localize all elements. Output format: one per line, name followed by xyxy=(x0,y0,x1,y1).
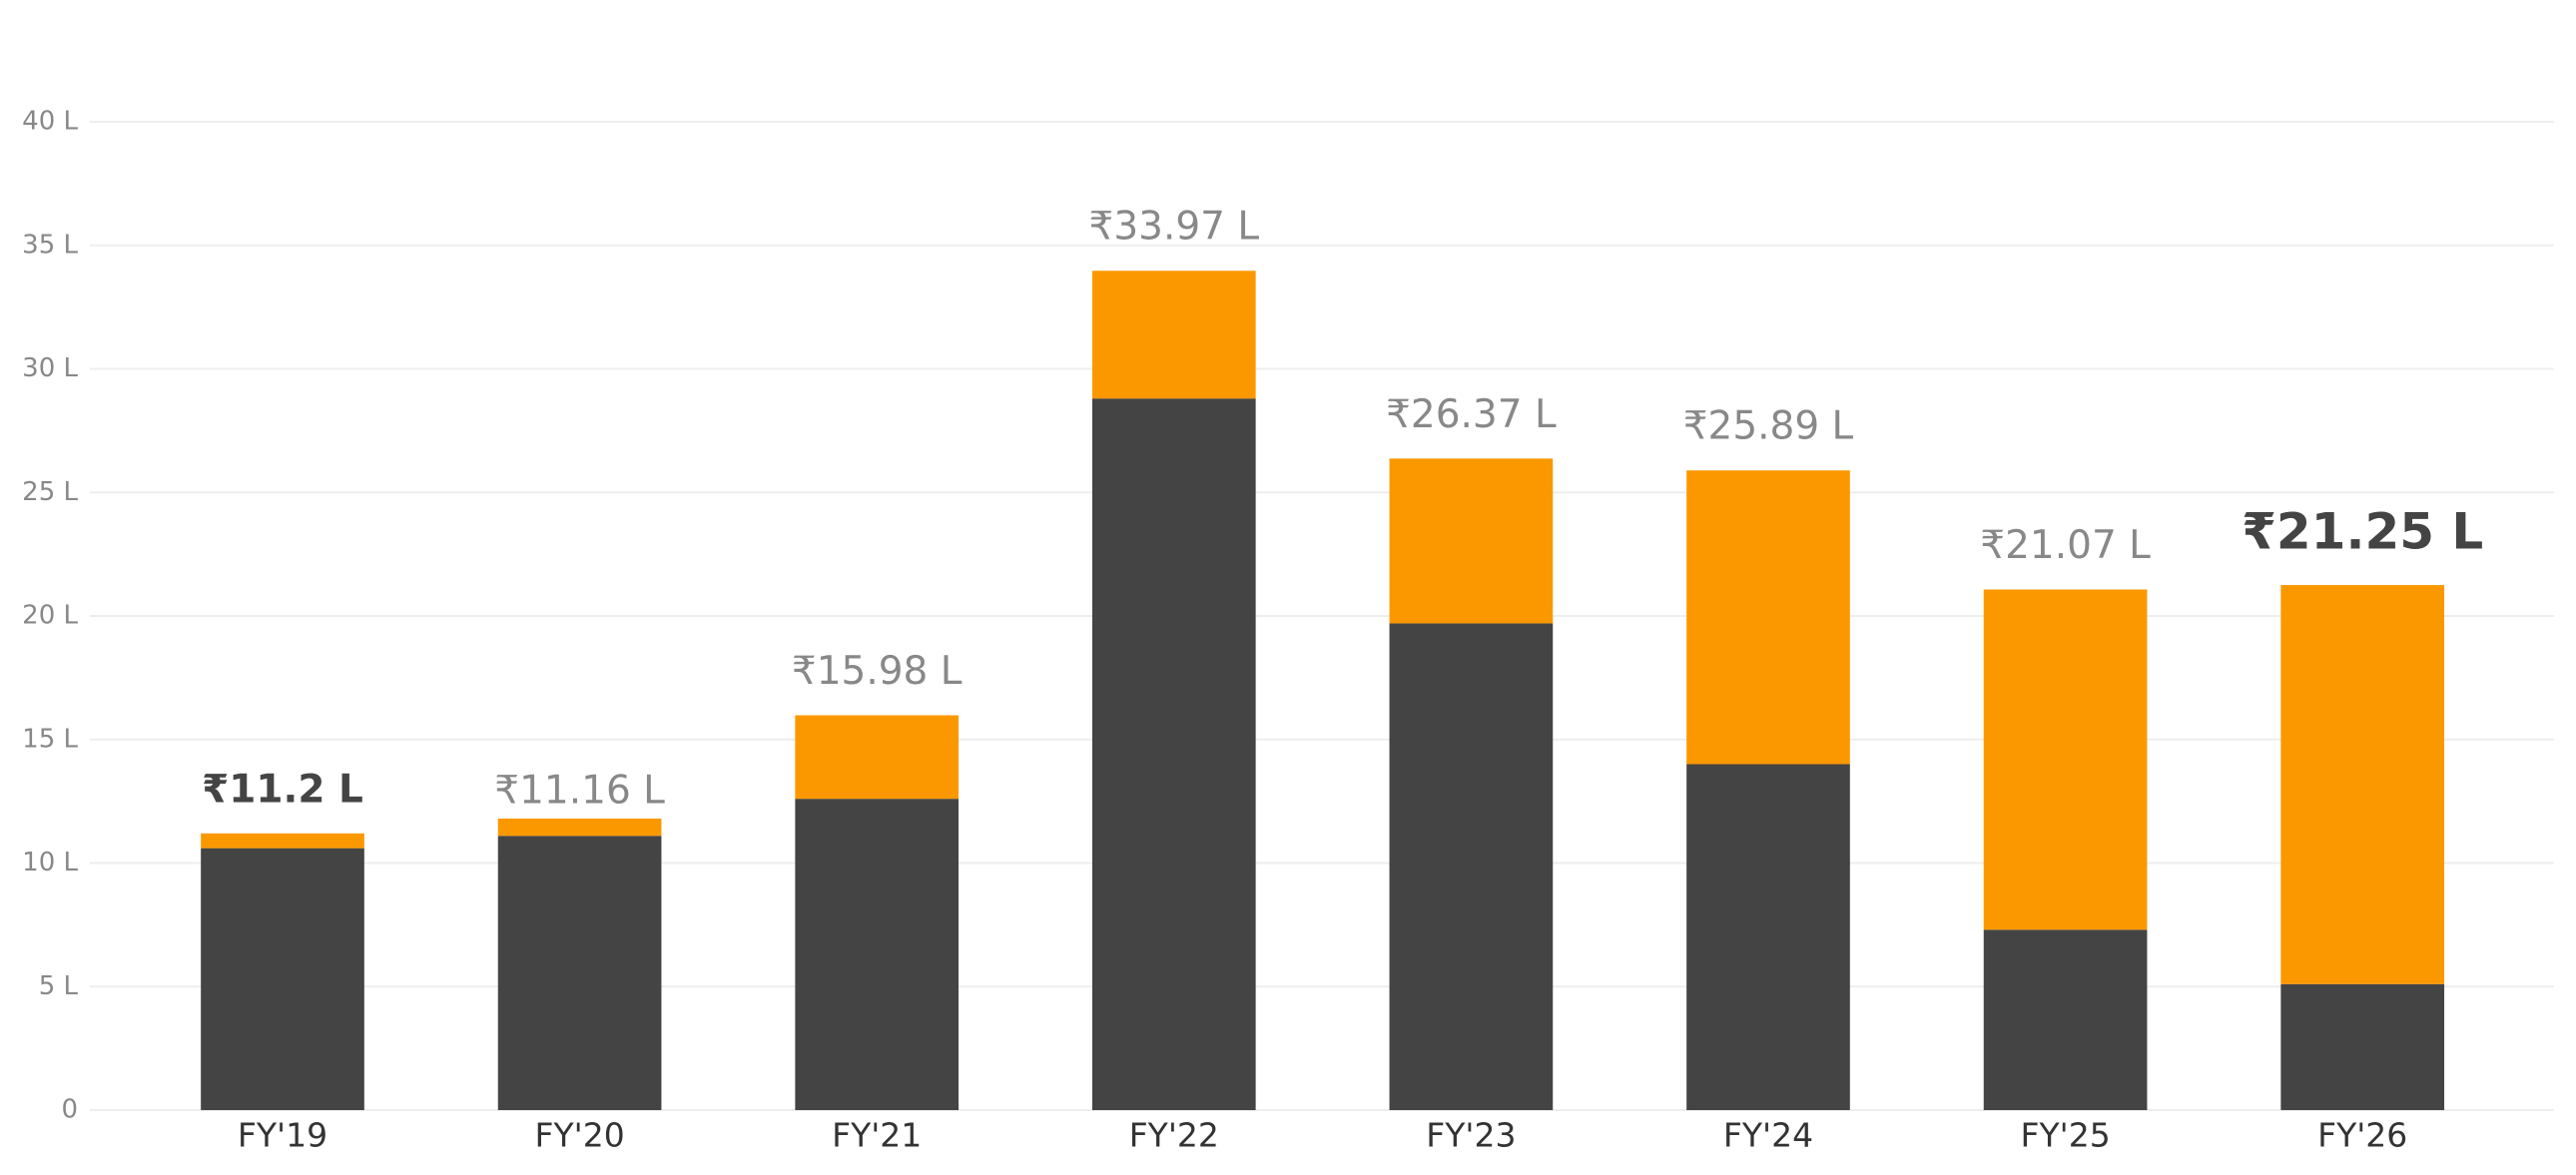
x-tick-label: FY'24 xyxy=(1723,1116,1813,1155)
bar-segment xyxy=(795,715,960,800)
y-tick-label: 15 L xyxy=(22,724,78,754)
x-tick-label: FY'26 xyxy=(2317,1116,2407,1155)
bar-segment xyxy=(1983,589,2148,930)
bar-segment xyxy=(1091,271,1256,399)
x-tick-label: FY'23 xyxy=(1426,1116,1516,1155)
bar-segment xyxy=(201,848,364,1110)
y-tick-label: 40 L xyxy=(22,107,78,137)
bar-segment xyxy=(497,818,662,837)
y-tick-label: 20 L xyxy=(22,601,78,631)
bar-segment xyxy=(1389,458,1554,624)
total-label: ₹25.89 L xyxy=(1683,404,1854,449)
bar-segment xyxy=(2280,585,2445,984)
y-tick-label: 25 L xyxy=(22,477,78,507)
bar-segment xyxy=(497,836,662,1110)
total-label: ₹11.16 L xyxy=(494,768,665,813)
bar-segment xyxy=(201,833,364,849)
bar-segment xyxy=(1686,470,1850,765)
y-tick-label: 30 L xyxy=(22,353,78,383)
total-label: ₹15.98 L xyxy=(792,649,963,694)
total-label: ₹21.25 L xyxy=(2242,503,2483,561)
total-label: ₹26.37 L xyxy=(1386,392,1557,437)
y-tick-label: 0 xyxy=(61,1095,78,1125)
bar-segment xyxy=(1686,764,1850,1110)
y-tick-label: 5 L xyxy=(39,971,79,1001)
x-tick-label: FY'22 xyxy=(1129,1116,1219,1155)
x-tick-label: FY'19 xyxy=(238,1116,327,1155)
bar-segment xyxy=(795,799,960,1110)
y-tick-label: 35 L xyxy=(22,230,78,260)
x-tick-label: FY'21 xyxy=(832,1116,922,1155)
total-label: ₹21.07 L xyxy=(1980,523,2151,568)
bar-segment xyxy=(1091,398,1256,1110)
total-label: ₹11.2 L xyxy=(202,767,363,812)
y-tick-label: 10 L xyxy=(22,848,78,878)
bar-segment xyxy=(1389,623,1554,1110)
bar-segment xyxy=(1983,929,2148,1110)
x-tick-label: FY'20 xyxy=(534,1116,624,1155)
bar-segment xyxy=(2280,983,2445,1110)
x-tick-label: FY'25 xyxy=(2020,1116,2110,1155)
total-label: ₹33.97 L xyxy=(1089,205,1260,250)
